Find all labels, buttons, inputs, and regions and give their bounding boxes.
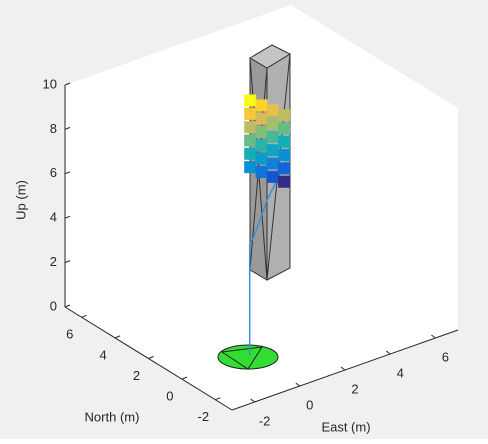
x-tick-label: 4 bbox=[397, 365, 404, 380]
y-tick bbox=[215, 397, 221, 401]
y-tick bbox=[181, 376, 188, 380]
x-tick bbox=[431, 334, 436, 339]
z-tick-label: 6 bbox=[50, 165, 57, 180]
scan-point bbox=[244, 134, 257, 147]
scan-point bbox=[244, 121, 257, 134]
y-tick-label: 0 bbox=[166, 389, 173, 404]
z-tick bbox=[64, 171, 71, 175]
scan-point bbox=[278, 135, 291, 148]
z-tick-label: 4 bbox=[50, 210, 57, 225]
scan-point bbox=[278, 122, 291, 135]
scan-point bbox=[278, 175, 291, 188]
scan-point bbox=[266, 170, 279, 183]
scan-point bbox=[244, 107, 257, 120]
scan-point bbox=[255, 139, 268, 152]
y-tick bbox=[81, 314, 87, 318]
z-tick bbox=[64, 82, 71, 86]
z-tick bbox=[64, 304, 71, 308]
z-tick-label: 2 bbox=[50, 254, 57, 269]
y-tick-label: 6 bbox=[66, 327, 73, 342]
scan-point bbox=[266, 117, 279, 130]
z-tick bbox=[64, 215, 71, 219]
scan-point bbox=[255, 126, 268, 139]
z-tick-label: 8 bbox=[50, 121, 57, 136]
z-axis-label: Up (m) bbox=[13, 180, 28, 220]
scan-point bbox=[278, 149, 291, 162]
z-tick bbox=[64, 126, 71, 130]
y-tick-label: 2 bbox=[133, 368, 140, 383]
x-tick bbox=[250, 398, 255, 403]
trajectory bbox=[248, 160, 288, 356]
scan-point bbox=[244, 94, 257, 107]
x-tick bbox=[385, 350, 391, 355]
z-tick-label: 10 bbox=[43, 76, 57, 91]
scan-point bbox=[278, 109, 291, 122]
scan-point bbox=[278, 162, 291, 175]
x-tick-label: 2 bbox=[351, 381, 358, 396]
x-tick-label: 0 bbox=[306, 397, 313, 412]
scan-point bbox=[255, 152, 268, 165]
x-tick-label: -2 bbox=[259, 413, 271, 428]
scan-point bbox=[266, 144, 279, 157]
scan-point bbox=[244, 147, 257, 160]
y-tick-label: 4 bbox=[99, 347, 106, 362]
y-tick-label: -2 bbox=[198, 409, 210, 424]
scan-point bbox=[266, 157, 279, 170]
x-tick bbox=[295, 382, 301, 387]
landing-pad bbox=[217, 344, 279, 370]
x-tick-label: 6 bbox=[442, 349, 449, 364]
x-axis-label: East (m) bbox=[321, 419, 370, 434]
scan-point bbox=[266, 130, 279, 143]
y-tick bbox=[114, 335, 121, 339]
z-tick bbox=[64, 260, 71, 264]
scan-point bbox=[255, 112, 268, 125]
scan-point bbox=[266, 104, 279, 117]
z-tick-label: 0 bbox=[50, 298, 57, 313]
y-tick bbox=[148, 356, 154, 359]
y-axis-label: North (m) bbox=[85, 409, 140, 424]
scan-point bbox=[255, 99, 268, 112]
x-tick bbox=[340, 366, 346, 371]
scan-point bbox=[244, 161, 257, 174]
scan-point bbox=[255, 165, 268, 178]
